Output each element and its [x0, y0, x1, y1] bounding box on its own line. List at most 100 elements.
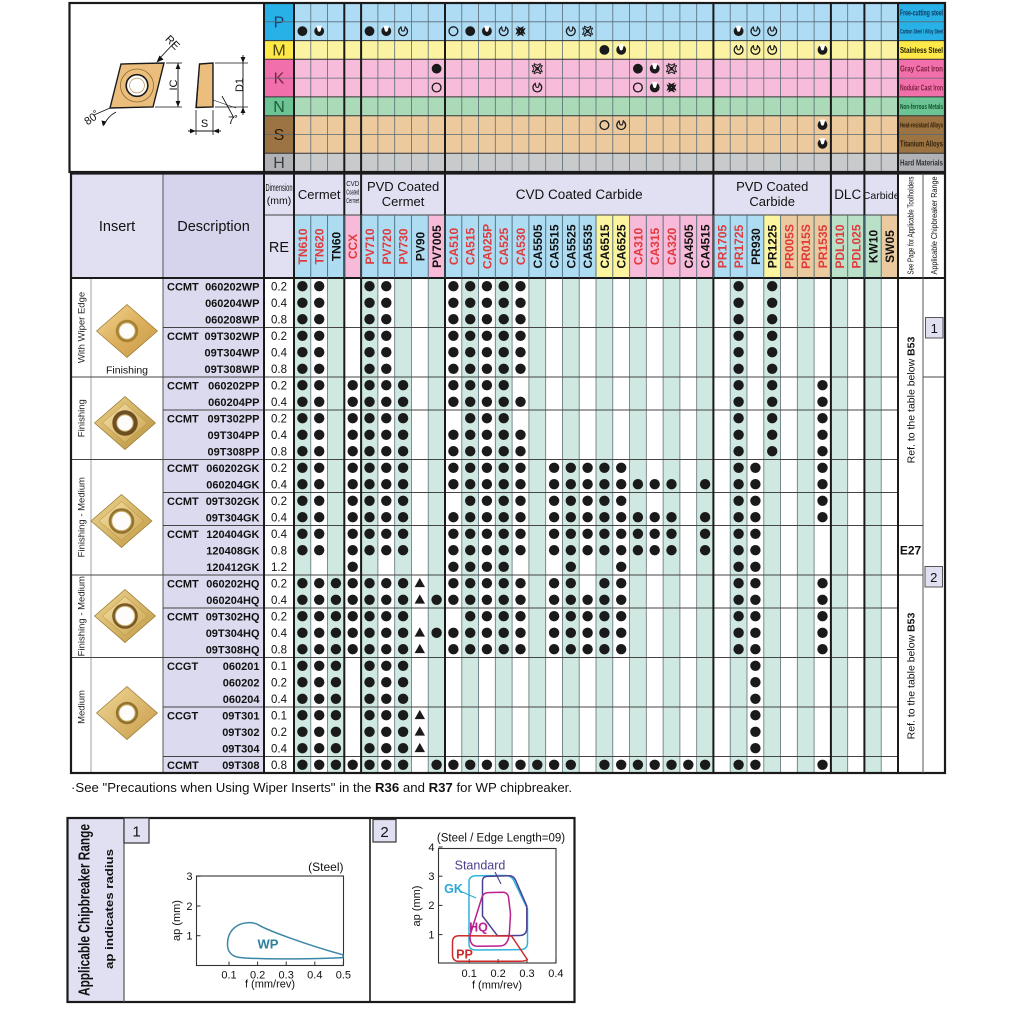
- svg-text:Ref. to the table below B53: Ref. to the table below B53: [905, 613, 917, 740]
- svg-text:Carbide: Carbide: [749, 194, 795, 209]
- svg-text:09T302GK: 09T302GK: [206, 496, 260, 508]
- svg-text:PVD Coated: PVD Coated: [736, 179, 808, 194]
- svg-text:060201: 060201: [223, 661, 260, 673]
- svg-text:DLC: DLC: [834, 187, 861, 202]
- svg-text:Applicable Chipbreaker Range: Applicable Chipbreaker Range: [77, 824, 94, 996]
- svg-text:CA4515: CA4515: [699, 224, 713, 268]
- svg-text:Medium: Medium: [76, 690, 87, 724]
- svg-text:CVD Coated Carbide: CVD Coated Carbide: [516, 187, 643, 202]
- svg-text:1: 1: [931, 321, 938, 336]
- svg-text:CA4505: CA4505: [682, 224, 696, 268]
- svg-text:0.3: 0.3: [279, 970, 294, 982]
- svg-text:Dimension: Dimension: [266, 183, 293, 194]
- svg-text:09T302WP: 09T302WP: [204, 331, 259, 343]
- svg-text:09T302: 09T302: [222, 727, 259, 739]
- svg-text:0.2: 0.2: [490, 968, 505, 980]
- svg-text:3: 3: [186, 871, 192, 883]
- svg-text:CCMT: CCMT: [167, 331, 199, 343]
- svg-text:0.2: 0.2: [271, 496, 287, 508]
- svg-text:CCMT: CCMT: [167, 413, 199, 425]
- svg-text:0.2: 0.2: [271, 463, 287, 475]
- svg-text:060208WP: 060208WP: [205, 314, 259, 326]
- svg-text:09T304PP: 09T304PP: [208, 430, 260, 442]
- svg-text:0.4: 0.4: [271, 529, 288, 541]
- svg-text:PR005S: PR005S: [783, 224, 797, 269]
- svg-text:09T308: 09T308: [222, 760, 259, 772]
- svg-text:PR1705: PR1705: [715, 224, 729, 268]
- svg-text:ap (mm): ap (mm): [411, 886, 423, 927]
- svg-text:0.2: 0.2: [271, 579, 287, 591]
- svg-text:PV7005: PV7005: [430, 225, 444, 268]
- svg-text:060202PP: 060202PP: [208, 380, 259, 392]
- svg-text:CA5505: CA5505: [531, 224, 545, 268]
- svg-text:TN620: TN620: [313, 228, 327, 264]
- svg-text:CA525: CA525: [497, 228, 511, 266]
- svg-text:Insert: Insert: [99, 219, 135, 235]
- svg-text:1: 1: [186, 931, 192, 943]
- svg-text:120408GK: 120408GK: [206, 546, 259, 558]
- svg-text:ap (mm): ap (mm): [171, 900, 183, 941]
- svg-text:f (mm/rev): f (mm/rev): [472, 980, 522, 992]
- svg-text:0.8: 0.8: [271, 645, 287, 657]
- svg-text:CA510: CA510: [447, 228, 461, 266]
- svg-text:0.8: 0.8: [271, 314, 287, 326]
- svg-text:Standard: Standard: [455, 859, 506, 873]
- svg-text:09T308WP: 09T308WP: [204, 364, 259, 376]
- svg-text:060204HQ: 060204HQ: [206, 595, 260, 607]
- svg-text:09T308PP: 09T308PP: [208, 446, 260, 458]
- svg-text:IC: IC: [168, 79, 180, 90]
- svg-text:TN610: TN610: [296, 228, 310, 264]
- svg-text:CA315: CA315: [648, 228, 662, 266]
- svg-text:CCX: CCX: [346, 234, 360, 259]
- svg-text:Cermet: Cermet: [382, 194, 425, 209]
- svg-text:CA6515: CA6515: [598, 224, 612, 268]
- svg-text:TN60: TN60: [330, 232, 344, 262]
- svg-text:Heat-resistant Alloys: Heat-resistant Alloys: [900, 121, 943, 130]
- svg-text:CA025P: CA025P: [481, 224, 495, 269]
- svg-text:0.2: 0.2: [271, 380, 287, 392]
- svg-text:060202GK: 060202GK: [206, 463, 259, 475]
- svg-text:PV730: PV730: [397, 228, 411, 264]
- svg-text:PV90: PV90: [413, 231, 427, 261]
- svg-text:PV710: PV710: [363, 228, 377, 264]
- svg-text:CCMT: CCMT: [167, 579, 199, 591]
- svg-text:0.8: 0.8: [271, 546, 287, 558]
- svg-text:CA5535: CA5535: [581, 224, 595, 268]
- svg-text:2: 2: [186, 901, 192, 913]
- svg-text:Finishing: Finishing: [76, 399, 87, 437]
- svg-text:0.1: 0.1: [462, 968, 477, 980]
- svg-text:PV720: PV720: [380, 228, 394, 264]
- svg-text:060204GK: 060204GK: [206, 479, 259, 491]
- svg-text:060204PP: 060204PP: [208, 397, 259, 409]
- svg-text:PR1535: PR1535: [816, 224, 830, 268]
- svg-text:0.4: 0.4: [271, 397, 288, 409]
- svg-text:3: 3: [428, 871, 434, 883]
- svg-text:0.4: 0.4: [271, 595, 288, 607]
- svg-text:H: H: [273, 155, 285, 172]
- svg-text:CA6525: CA6525: [615, 224, 629, 268]
- svg-text:PP: PP: [456, 948, 473, 962]
- svg-text:Applicable Chipbreaker Range: Applicable Chipbreaker Range: [930, 177, 939, 275]
- svg-text:060202: 060202: [223, 678, 260, 690]
- svg-text:CVD: CVD: [346, 179, 359, 188]
- svg-text:0.4: 0.4: [271, 694, 288, 706]
- svg-text:0.2: 0.2: [271, 413, 287, 425]
- svg-text:4: 4: [428, 842, 434, 854]
- svg-text:09T302PP: 09T302PP: [208, 413, 260, 425]
- svg-text:0.1: 0.1: [271, 711, 287, 723]
- svg-text:0.2: 0.2: [271, 727, 287, 739]
- svg-text:(mm): (mm): [267, 195, 292, 207]
- svg-text:CCMT: CCMT: [167, 496, 199, 508]
- svg-text:060204: 060204: [223, 694, 261, 706]
- svg-text:S: S: [274, 127, 285, 144]
- svg-text:0.4: 0.4: [271, 430, 288, 442]
- svg-text:0.4: 0.4: [271, 628, 288, 640]
- svg-text:E27: E27: [900, 544, 922, 558]
- svg-text:0.2: 0.2: [250, 970, 265, 982]
- svg-text:CCMT: CCMT: [167, 281, 199, 293]
- svg-text:HQ: HQ: [469, 921, 488, 935]
- svg-text:1: 1: [428, 929, 434, 941]
- svg-text:0.4: 0.4: [271, 347, 288, 359]
- svg-text:0.4: 0.4: [548, 968, 563, 980]
- svg-text:S: S: [201, 118, 208, 130]
